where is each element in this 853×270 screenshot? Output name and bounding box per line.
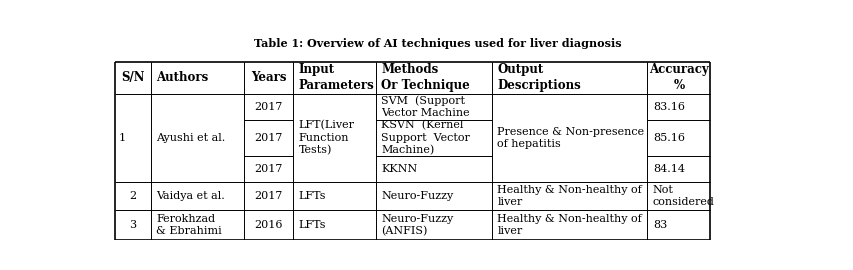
Text: Methods
Or Technique: Methods Or Technique [381,63,470,92]
Text: 2017: 2017 [254,164,282,174]
Text: 83.16: 83.16 [652,102,684,112]
Text: LFTs: LFTs [299,220,326,230]
Text: LFTs: LFTs [299,191,326,201]
Text: Vaidya et al.: Vaidya et al. [156,191,225,201]
Text: KSVN  (Kernel
Support  Vector
Machine): KSVN (Kernel Support Vector Machine) [381,120,470,156]
Text: Presence & Non-presence
of hepatitis: Presence & Non-presence of hepatitis [496,127,644,149]
Text: Accuracy
%: Accuracy % [648,63,708,92]
Text: 2: 2 [129,191,136,201]
Text: LFT(Liver
Function
Tests): LFT(Liver Function Tests) [299,120,354,156]
Text: SVM  (Support
Vector Machine: SVM (Support Vector Machine [381,95,469,118]
Text: Table 1: Overview of AI techniques used for liver diagnosis: Table 1: Overview of AI techniques used … [253,38,621,49]
Text: KKNN: KKNN [381,164,417,174]
Text: Authors: Authors [156,71,208,84]
Text: 84.14: 84.14 [652,164,684,174]
Text: Neuro-Fuzzy
(ANFIS): Neuro-Fuzzy (ANFIS) [381,214,453,237]
Text: 83: 83 [652,220,666,230]
Text: Ayushi et al.: Ayushi et al. [156,133,225,143]
Text: Output
Descriptions: Output Descriptions [496,63,580,92]
Text: Not
considered: Not considered [652,185,714,207]
Text: Years: Years [251,71,286,84]
Text: Neuro-Fuzzy: Neuro-Fuzzy [381,191,453,201]
Text: 85.16: 85.16 [652,133,684,143]
Text: Input
Parameters: Input Parameters [299,63,374,92]
Text: Healthy & Non-healthy of
liver: Healthy & Non-healthy of liver [496,214,641,237]
Text: S/N: S/N [121,71,144,84]
Text: Ferokhzad
& Ebrahimi: Ferokhzad & Ebrahimi [156,214,222,237]
Text: Healthy & Non-healthy of
liver: Healthy & Non-healthy of liver [496,185,641,207]
Text: 2017: 2017 [254,102,282,112]
Text: 2017: 2017 [254,191,282,201]
Text: 2017: 2017 [254,133,282,143]
Text: 2016: 2016 [254,220,282,230]
Text: 3: 3 [129,220,136,230]
Text: 1: 1 [119,133,125,143]
